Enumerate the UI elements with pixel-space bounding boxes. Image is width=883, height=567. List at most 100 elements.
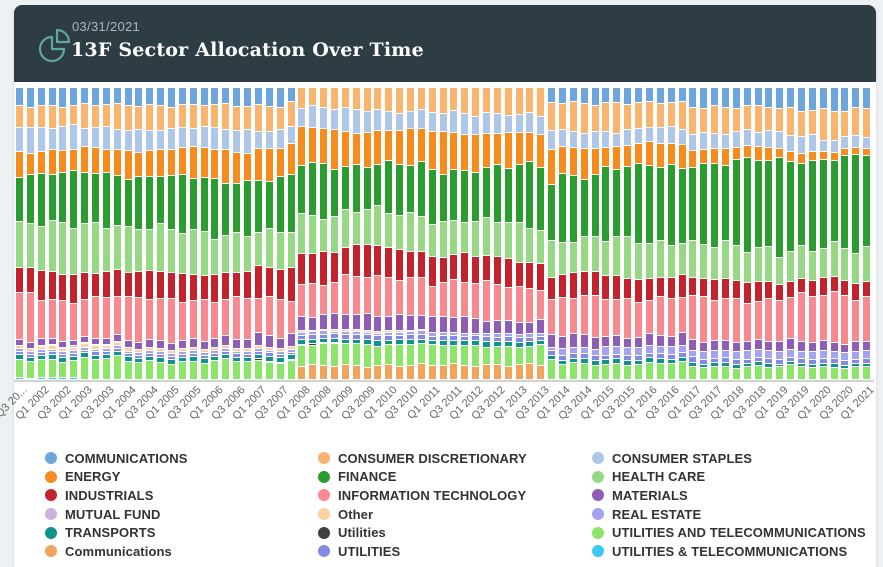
segment-utilities[interactable] (797, 358, 805, 364)
segment-transports[interactable] (797, 363, 805, 368)
segment-real-estate[interactable] (700, 351, 708, 360)
segment-communications[interactable] (743, 88, 751, 107)
segment-utilities[interactable] (754, 357, 762, 363)
segment-industrials[interactable] (59, 274, 67, 301)
segment-utilities[interactable] (602, 355, 610, 361)
segment-other[interactable] (406, 330, 414, 333)
segment-finance[interactable] (613, 169, 621, 237)
segment-other[interactable] (287, 346, 295, 350)
segment-information-technology[interactable] (852, 300, 860, 343)
segment-transports[interactable] (135, 359, 143, 364)
segment-communications[interactable] (689, 88, 697, 108)
segment-energy[interactable] (222, 150, 230, 184)
segment-consumer-discretionary[interactable] (330, 88, 338, 111)
segment-information-technology[interactable] (178, 302, 186, 341)
segment-finance[interactable] (515, 165, 523, 224)
segment-materials[interactable] (732, 343, 740, 352)
segment-other[interactable] (363, 331, 371, 333)
segment-energy[interactable] (667, 144, 675, 166)
segment-mutual-fund[interactable] (92, 344, 100, 347)
segment-health-care[interactable] (200, 232, 208, 277)
legend-item-energy[interactable]: ENERGY (45, 469, 318, 484)
segment-utilities-and-telecommunications[interactable] (222, 359, 230, 380)
segment-finance[interactable] (493, 164, 501, 224)
segment-energy[interactable] (265, 148, 273, 183)
segment-health-care[interactable] (635, 244, 643, 281)
segment-consumer-staples[interactable] (439, 113, 447, 132)
segment-utilities-and-telecommunications[interactable] (428, 345, 436, 366)
segment-communications[interactable] (483, 365, 490, 380)
segment-consumer-staples[interactable] (352, 109, 360, 134)
bar-q1-2005[interactable] (168, 88, 176, 380)
segment-information-technology[interactable] (743, 304, 751, 342)
segment-consumer-discretionary[interactable] (569, 102, 577, 133)
segment-utilities-and-telecommunications[interactable] (483, 347, 490, 366)
segment-consumer-staples[interactable] (396, 114, 404, 132)
segment-finance[interactable] (569, 176, 577, 244)
segment-energy[interactable] (819, 152, 827, 161)
segment-transports[interactable] (776, 364, 784, 368)
segment-consumer-staples[interactable] (48, 128, 56, 150)
segment-real-estate[interactable] (504, 334, 512, 338)
segment-consumer-staples[interactable] (504, 115, 512, 133)
segment-utilities[interactable] (363, 335, 371, 340)
segment-communications[interactable] (330, 367, 338, 380)
segment-utilities[interactable] (102, 352, 110, 356)
segment-materials[interactable] (406, 315, 414, 331)
segment-finance[interactable] (233, 184, 241, 234)
segment-real-estate[interactable] (70, 350, 78, 355)
segment-materials[interactable] (515, 323, 523, 335)
segment-health-care[interactable] (830, 241, 838, 277)
bar-q3-2007[interactable] (276, 88, 284, 380)
segment-utilities[interactable] (732, 359, 740, 365)
segment-consumer-staples[interactable] (483, 113, 490, 134)
bar-q4-2002[interactable] (70, 88, 78, 380)
segment-consumer-staples[interactable] (37, 128, 45, 153)
segment-utilities[interactable] (765, 358, 773, 364)
segment-consumer-staples[interactable] (363, 112, 371, 133)
segment-health-care[interactable] (428, 225, 436, 258)
segment-materials[interactable] (624, 338, 632, 349)
segment-other[interactable] (276, 349, 284, 352)
segment-transports[interactable] (472, 341, 480, 347)
segment-industrials[interactable] (200, 276, 208, 300)
segment-real-estate[interactable] (841, 353, 849, 362)
segment-transports[interactable] (765, 363, 773, 368)
segment-consumer-staples[interactable] (472, 117, 480, 136)
segment-consumer-discretionary[interactable] (776, 108, 784, 133)
segment-communications[interactable] (569, 88, 577, 103)
segment-consumer-staples[interactable] (559, 129, 567, 148)
segment-energy[interactable] (591, 149, 599, 175)
bar-q3-2009[interactable] (363, 88, 371, 380)
segment-utilities-and-telecommunications[interactable] (548, 360, 556, 380)
segment-industrials[interactable] (287, 268, 295, 302)
segment-finance[interactable] (602, 167, 610, 242)
segment-transports[interactable] (254, 354, 262, 359)
legend-item-finance[interactable]: FINANCE (318, 469, 592, 484)
segment-communications[interactable] (439, 366, 447, 380)
segment-materials[interactable] (569, 334, 577, 348)
segment-information-technology[interactable] (417, 278, 425, 317)
segment-health-care[interactable] (765, 247, 773, 282)
segment-other[interactable] (222, 346, 230, 350)
segment-information-technology[interactable] (450, 280, 458, 319)
segment-materials[interactable] (244, 340, 252, 350)
segment-consumer-staples[interactable] (635, 128, 643, 145)
segment-communications[interactable] (26, 88, 34, 108)
segment-finance[interactable] (504, 169, 512, 223)
segment-health-care[interactable] (309, 216, 317, 255)
segment-consumer-discretionary[interactable] (254, 104, 262, 132)
segment-utilities[interactable] (743, 359, 751, 364)
segment-energy[interactable] (450, 132, 458, 171)
segment-finance[interactable] (700, 164, 708, 246)
segment-utilities-and-telecommunications[interactable] (765, 367, 773, 380)
segment-finance[interactable] (559, 174, 567, 243)
segment-real-estate[interactable] (233, 351, 241, 355)
segment-real-estate[interactable] (244, 351, 252, 356)
segment-information-technology[interactable] (396, 281, 404, 315)
segment-information-technology[interactable] (37, 301, 45, 340)
segment-utilities-and-telecommunications[interactable] (233, 362, 241, 380)
segment-other[interactable] (189, 348, 197, 352)
segment-energy[interactable] (157, 150, 165, 178)
segment-health-care[interactable] (493, 223, 501, 257)
